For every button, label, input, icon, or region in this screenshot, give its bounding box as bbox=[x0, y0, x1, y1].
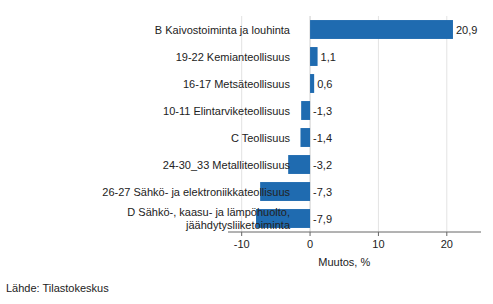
category-label: 19-22 Kemianteollisuus bbox=[176, 51, 291, 63]
tick-mark bbox=[446, 232, 447, 236]
category-label: C Teollisuus bbox=[231, 132, 291, 144]
category-label: B Kaivostoiminta ja louhinta bbox=[155, 24, 291, 36]
bar bbox=[288, 155, 310, 174]
category-label-line: 26-27 Sähkö- ja elektroniikkateollisuus bbox=[102, 186, 290, 198]
source: Lähde: Tilastokeskus bbox=[6, 282, 109, 294]
tick-mark bbox=[310, 232, 311, 236]
data-label: 0,6 bbox=[317, 78, 332, 90]
category-label: 26-27 Sähkö- ja elektroniikkateollisuus bbox=[102, 186, 290, 198]
data-label: 1,1 bbox=[321, 51, 336, 63]
category-label: 10-11 Elintarviketeollisuus bbox=[163, 105, 290, 117]
data-label: 20,9 bbox=[456, 24, 477, 36]
bar bbox=[300, 128, 310, 147]
category-label-line: 24-30_33 Metalliteollisuus bbox=[163, 159, 291, 171]
grid-line bbox=[241, 16, 242, 232]
category-label-line: B Kaivostoiminta ja louhinta bbox=[155, 24, 291, 36]
category-label-line: 19-22 Kemianteollisuus bbox=[176, 51, 291, 63]
category-label: D Sähkö-, kaasu- ja lämpöhuolto,jäähdyty… bbox=[127, 206, 291, 231]
category-label-line: D Sähkö-, kaasu- ja lämpöhuolto, bbox=[127, 206, 290, 218]
tick-label: 20 bbox=[441, 238, 453, 250]
data-label: -3,2 bbox=[313, 159, 332, 171]
axis-title: Muutos, % bbox=[318, 256, 370, 268]
tick-label: -10 bbox=[234, 238, 250, 250]
category-label-line: 10-11 Elintarviketeollisuus bbox=[163, 105, 290, 117]
grid-line bbox=[446, 16, 447, 232]
category-label-line: 16-17 Metsäteollisuus bbox=[183, 78, 291, 90]
data-label: -7,3 bbox=[313, 186, 332, 198]
tick-label: 10 bbox=[372, 238, 384, 250]
tick-mark bbox=[378, 232, 379, 236]
data-label: -7,9 bbox=[313, 213, 332, 225]
data-label: -1,3 bbox=[313, 105, 332, 117]
category-label: 16-17 Metsäteollisuus bbox=[183, 78, 291, 90]
tick-label: 0 bbox=[307, 238, 313, 250]
category-label: 24-30_33 Metalliteollisuus bbox=[163, 159, 291, 171]
bar bbox=[310, 20, 453, 39]
bar bbox=[301, 101, 310, 120]
category-label-line: C Teollisuus bbox=[231, 132, 291, 144]
tick-mark bbox=[241, 232, 242, 236]
bar bbox=[310, 47, 318, 66]
x-axis-line bbox=[228, 232, 481, 233]
category-label-line: jäähdytysliiketoiminta bbox=[185, 219, 291, 231]
grid-line bbox=[378, 16, 379, 232]
bar bbox=[310, 74, 314, 93]
data-label: -1,4 bbox=[313, 132, 332, 144]
